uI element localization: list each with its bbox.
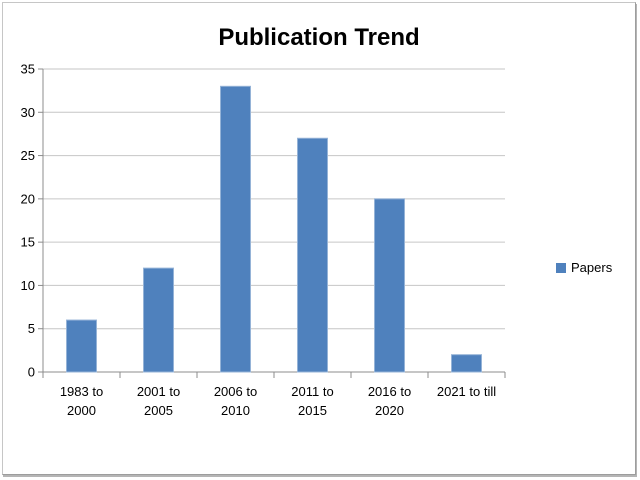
legend: Papers [556,260,612,275]
y-tick-label-10: 10 [21,278,35,293]
x-category-label-2016-to-2020-line2: 2020 [375,403,404,418]
x-category-label-1983-to-2000-line1: 1983 to [60,384,103,399]
y-tick-label-15: 15 [21,235,35,250]
x-category-label-2021-to-till-line1: 2021 to till [437,384,496,399]
y-tick-label-30: 30 [21,105,35,120]
bar-2021-to-till [451,354,482,373]
y-tick-label-5: 5 [28,321,35,336]
bar-2016-to-2020 [374,198,405,373]
x-category-label-2011-to-2015-line1: 2011 to [291,384,333,399]
bar-2001-to-2005 [143,267,174,373]
y-tick-label-35: 35 [21,62,35,77]
bar-1983-to-2000 [66,319,97,373]
legend-label-papers: Papers [571,260,613,275]
bar-chart-canvas: 0 5 10 15 20 25 30 35 1983 to 2000 2001 to 2005 2006… [21,62,506,418]
chart-frame: Publication Trend 0 5 10 15 20 25 30 35 1983 to 2… [2,2,636,475]
x-category-label-2011-to-2015-line2: 2015 [298,403,327,418]
x-category-label-2006-to-2010-line1: 2006 to [214,384,257,399]
legend-swatch-icon [556,262,566,273]
chart-title: Publication Trend [218,24,420,51]
bar-2006-to-2010 [220,85,251,373]
x-category-label-1983-to-2000-line2: 2000 [67,403,96,418]
y-tick-label-0: 0 [28,365,35,380]
y-tick-label-25: 25 [21,148,35,163]
x-category-label-2016-to-2020-line1: 2016 to [368,384,411,399]
x-category-label-2001-to-2005-line1: 2001 to [137,384,180,399]
x-category-label-2006-to-2010-line2: 2010 [221,403,250,418]
x-category-label-2001-to-2005-line2: 2005 [144,403,173,418]
y-tick-label-20: 20 [21,191,35,206]
bar-2011-to-2015 [297,137,328,373]
